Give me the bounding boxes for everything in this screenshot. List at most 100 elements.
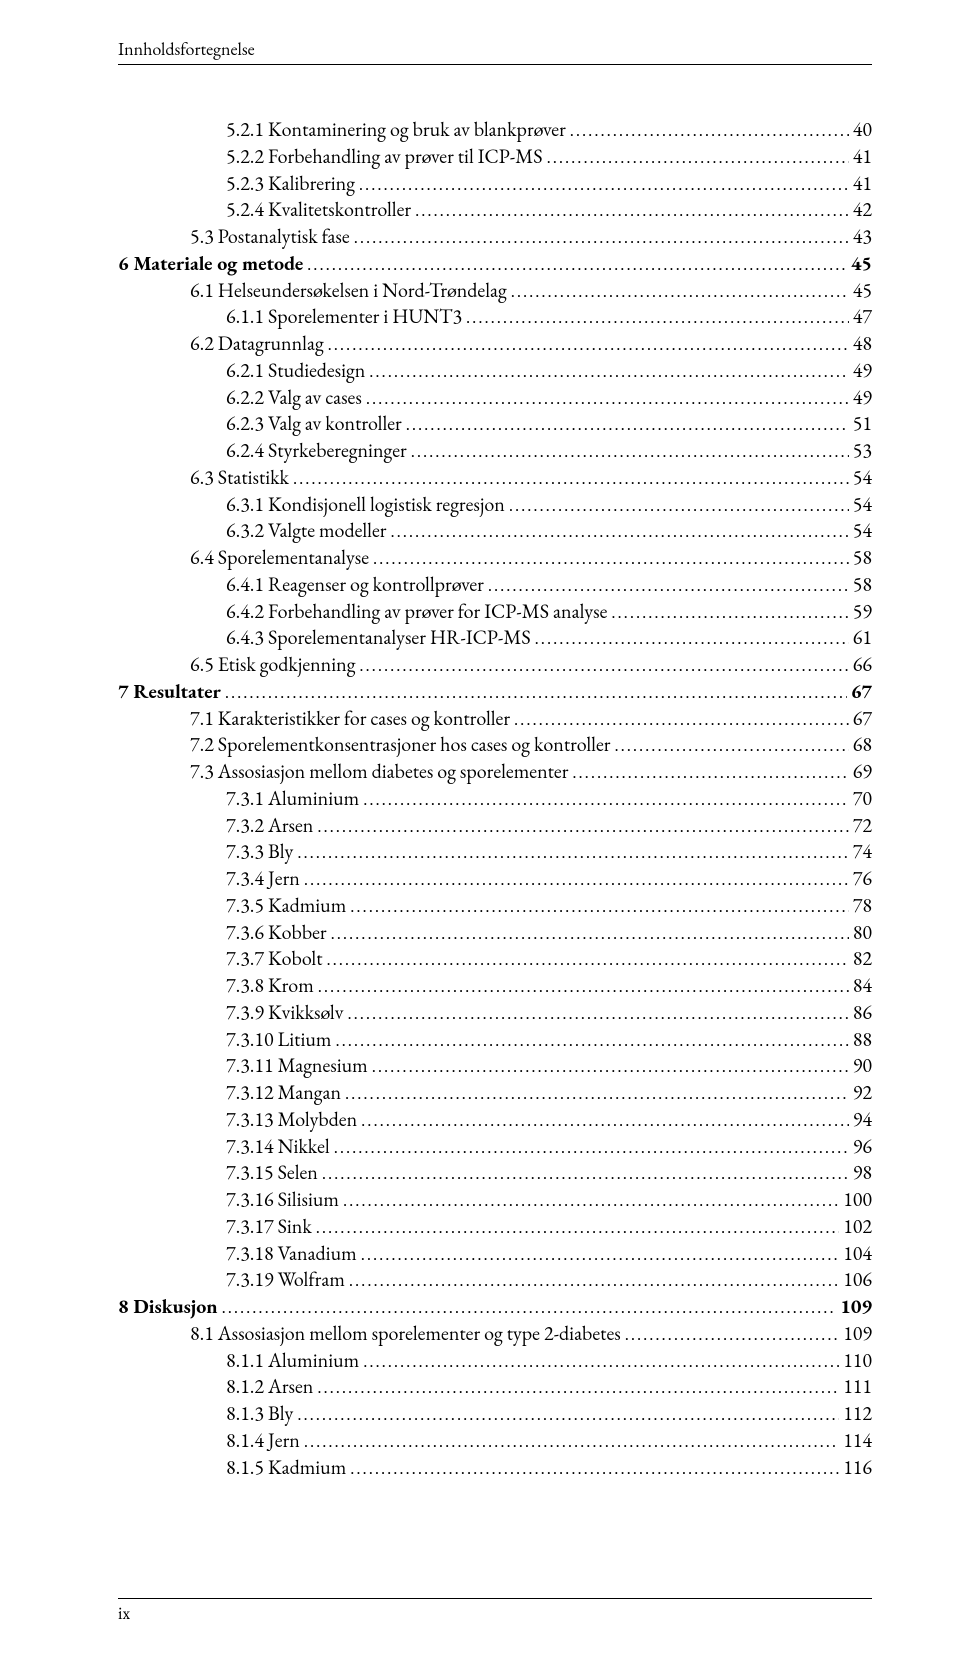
toc-entry-page: 98	[853, 1159, 872, 1185]
toc-entry-label: 6.2.1 Studiedesign	[226, 357, 365, 383]
toc-entry-label: 7.3.18 Vanadium	[226, 1240, 357, 1266]
toc-leader	[334, 1133, 849, 1160]
toc-entry-label: 7.3.8 Krom	[226, 972, 314, 998]
toc-entry-page: 43	[853, 223, 872, 249]
toc-entry: 7.3 Assosiasjon mellom diabetes og spore…	[118, 758, 872, 785]
toc-leader	[307, 250, 847, 277]
toc-entry: 6.4.1 Reagenser og kontrollprøver58	[118, 571, 872, 598]
head-rule	[118, 64, 872, 65]
toc-entry: 7.3.15 Selen 98	[118, 1159, 872, 1186]
toc-entry-page: 82	[853, 945, 872, 971]
toc-entry-page: 67	[853, 705, 872, 731]
toc-entry-page: 49	[853, 357, 872, 383]
toc-leader	[511, 277, 849, 304]
toc-entry-page: 116	[843, 1454, 872, 1480]
toc-entry-page: 67	[851, 678, 872, 704]
toc-leader	[350, 1454, 839, 1481]
toc-entry: 7.3.7 Kobolt82	[118, 945, 872, 972]
toc-entry-page: 66	[853, 651, 872, 677]
toc-entry-page: 68	[853, 731, 872, 757]
toc-leader	[514, 705, 849, 732]
toc-leader	[316, 1213, 839, 1240]
toc-entry: 6.4.2 Forbehandling av prøver for ICP-MS…	[118, 598, 872, 625]
toc-entry: 6.2 Datagrunnlag48	[118, 330, 872, 357]
toc-entry-label: 6.4.3 Sporelementanalyser HR-ICP-MS	[226, 624, 531, 650]
toc-leader	[363, 785, 849, 812]
page: Innholdsfortegnelse 5.2.1 Kontaminering …	[0, 0, 960, 1655]
toc-entry-page: 42	[853, 196, 872, 222]
toc-entry: 6.4.3 Sporelementanalyser HR-ICP-MS61	[118, 624, 872, 651]
toc-entry-label: 6.3.2 Valgte modeller	[226, 517, 386, 543]
toc-leader	[390, 517, 848, 544]
toc-entry-page: 40	[853, 116, 872, 142]
toc-entry-page: 51	[853, 410, 872, 436]
toc-entry-label: 7.3.14 Nikkel	[226, 1133, 330, 1159]
toc-leader	[335, 1026, 848, 1053]
toc-entry-page: 86	[853, 999, 872, 1025]
toc-entry-label: 8.1 Assosiasjon mellom sporelementer og …	[190, 1320, 621, 1346]
toc-entry-label: 5.2.3 Kalibrering	[226, 170, 355, 196]
toc-entry: 7.3.5 Kadmium78	[118, 892, 872, 919]
toc-entry-label: 7.3.1 Aluminium	[226, 785, 359, 811]
toc-entry-page: 100	[843, 1186, 872, 1212]
toc-leader	[369, 357, 849, 384]
toc-leader	[466, 303, 849, 330]
toc-leader	[345, 1079, 849, 1106]
toc-entry: 6.5 Etisk godkjenning 66	[118, 651, 872, 678]
toc-entry-page: 58	[853, 571, 872, 597]
toc-entry: 7.3.9 Kvikksølv86	[118, 999, 872, 1026]
toc-entry-label: 6.2.3 Valg av kontroller	[226, 410, 402, 436]
foot-rule	[118, 1598, 872, 1599]
toc-entry-label: 6.4.2 Forbehandling av prøver for ICP-MS…	[226, 598, 607, 624]
toc-leader	[366, 384, 849, 411]
toc-leader	[488, 571, 849, 598]
toc-entry: 6.2.2 Valg av cases49	[118, 384, 872, 411]
toc-entry: 5.2.4 Kvalitetskontroller 42	[118, 196, 872, 223]
toc-entry: 7.3.16 Silisium 100	[118, 1186, 872, 1213]
toc-leader	[317, 812, 848, 839]
toc-entry-page: 45	[853, 277, 872, 303]
toc-entry-page: 109	[840, 1293, 872, 1319]
toc-entry-label: 6.5 Etisk godkjenning	[190, 651, 355, 677]
table-of-contents: 5.2.1 Kontaminering og bruk av blankprøv…	[118, 116, 872, 1480]
toc-entry-label: 6.3.1 Kondisjonell logistisk regresjon	[226, 491, 505, 517]
toc-entry: 8 Diskusjon109	[118, 1293, 872, 1320]
toc-entry-page: 58	[853, 544, 872, 570]
toc-entry: 7.3.13 Molybden94	[118, 1106, 872, 1133]
toc-entry: 5.2.3 Kalibrering41	[118, 170, 872, 197]
toc-entry-label: 7.3.16 Silisium	[226, 1186, 339, 1212]
toc-leader	[535, 624, 849, 651]
toc-leader	[331, 919, 849, 946]
toc-entry-label: 7.3.3 Bly	[226, 838, 293, 864]
toc-leader	[415, 196, 849, 223]
toc-entry: 7.3.19 Wolfram106	[118, 1266, 872, 1293]
toc-entry-page: 45	[851, 250, 872, 276]
toc-leader	[363, 1347, 839, 1374]
toc-entry: 7.3.1 Aluminium70	[118, 785, 872, 812]
toc-entry-page: 110	[843, 1347, 872, 1373]
toc-entry: 8.1 Assosiasjon mellom sporelementer og …	[118, 1320, 872, 1347]
toc-entry: 7.3.3 Bly74	[118, 838, 872, 865]
toc-leader	[349, 1266, 839, 1293]
toc-leader	[318, 972, 849, 999]
toc-entry: 6.1.1 Sporelementer i HUNT347	[118, 303, 872, 330]
toc-leader	[304, 865, 849, 892]
toc-entry-page: 88	[853, 1026, 872, 1052]
toc-leader	[361, 1106, 849, 1133]
toc-entry: 7.3.10 Litium88	[118, 1026, 872, 1053]
toc-entry: 5.2.2 Forbehandling av prøver til ICP-MS…	[118, 143, 872, 170]
toc-entry-page: 92	[853, 1079, 872, 1105]
toc-entry-label: 5.2.1 Kontaminering og bruk av blankprøv…	[226, 116, 566, 142]
running-head: Innholdsfortegnelse	[118, 38, 255, 61]
toc-entry: 7.3.4 Jern76	[118, 865, 872, 892]
toc-entry-label: 5.2.4 Kvalitetskontroller	[226, 196, 411, 222]
toc-entry-label: 7.3.15 Selen	[226, 1159, 318, 1185]
toc-entry-page: 59	[853, 598, 872, 624]
toc-entry: 6.4 Sporelementanalyse 58	[118, 544, 872, 571]
toc-entry: 7.3.11 Magnesium90	[118, 1052, 872, 1079]
toc-entry-page: 111	[843, 1373, 872, 1399]
toc-entry-label: 6.2 Datagrunnlag	[190, 330, 324, 356]
folio: ix	[118, 1602, 130, 1625]
toc-entry-label: 6.4 Sporelementanalyse	[190, 544, 369, 570]
toc-leader	[343, 1186, 839, 1213]
